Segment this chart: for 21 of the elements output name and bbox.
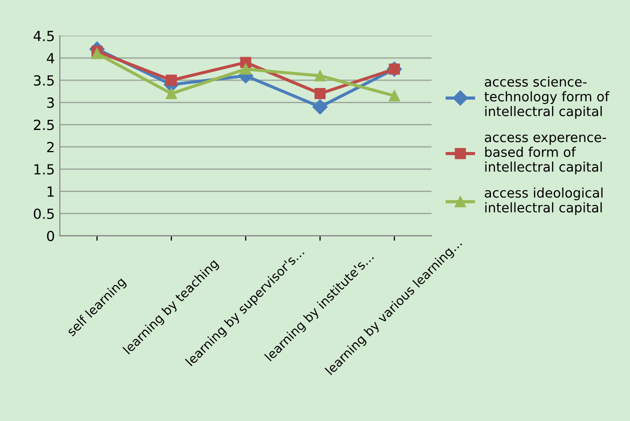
- legend-label: access science- technology form of intellectral capital: [484, 76, 610, 119]
- legend-label: access ideological intellectral capital: [484, 188, 603, 216]
- point: [166, 88, 177, 100]
- y-tick-label: 0.5: [34, 208, 54, 220]
- point: [314, 88, 326, 100]
- y-tick-label: 1: [48, 186, 54, 197]
- y-tick-label: 4.5: [34, 30, 54, 42]
- point: [91, 48, 103, 60]
- point: [388, 90, 400, 102]
- legend-label: access experence- based form of intellectral capital: [484, 134, 606, 174]
- point: [166, 74, 177, 86]
- point: [240, 64, 252, 75]
- y-tick-label: 0: [47, 230, 54, 242]
- point: [312, 99, 328, 114]
- y-tick-label: 2.5: [34, 120, 54, 130]
- y-tick-label: 3: [47, 97, 54, 108]
- y-tick-label: 3.5: [34, 75, 54, 86]
- y-tick-label: 4: [46, 53, 54, 64]
- y-tick-label: 1.5: [34, 164, 54, 175]
- y-tick-label: 2: [47, 142, 54, 152]
- point: [314, 70, 326, 82]
